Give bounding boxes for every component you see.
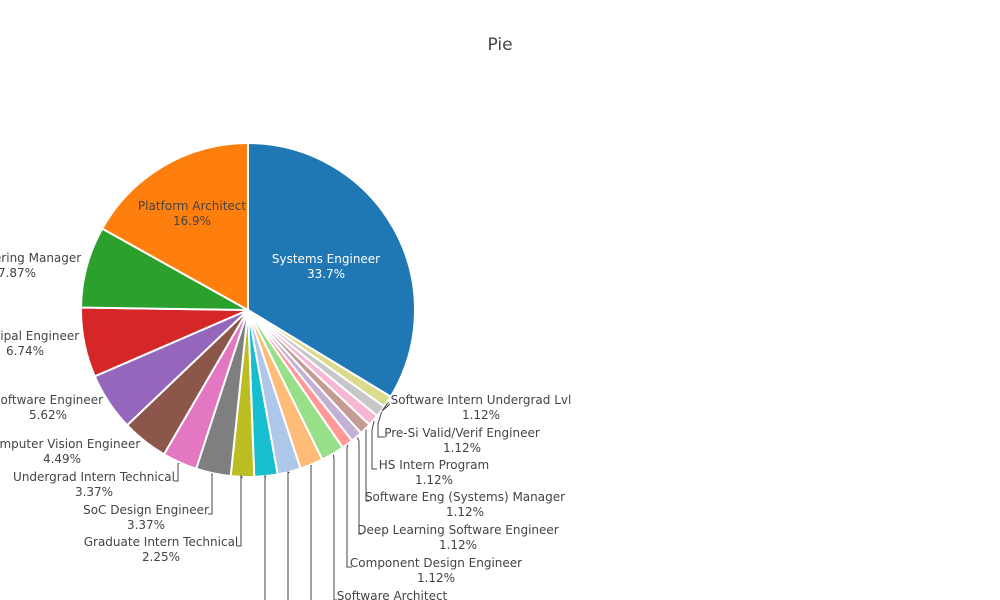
slice-percent-software-engineer-15: 5.62% [29,408,67,422]
slice-label-undergrad-intern-technical-13: Undergrad Intern Technical [13,470,175,484]
leader-line-unlabeled-9 [287,471,290,600]
slice-percent-platform-architect-18: 16.9% [173,214,211,228]
slice-label-soc-design-engineer-12: SoC Design Engineer [83,503,209,517]
slice-percent-pre-si-valid-verif-engineer-2: 1.12% [443,441,481,455]
leader-line-graduate-intern-technical-11 [237,474,243,547]
pie-slices [80,141,416,478]
leader-line-software-intern-undergrad-lvl-1 [381,401,391,412]
slice-percent-hs-intern-program-3: 1.12% [415,473,453,487]
chart-title: Pie [487,35,512,55]
slice-percent-undergrad-intern-technical-13: 3.37% [75,485,113,499]
pie-slice-platform-architect-18 [100,141,249,312]
slice-label-hs-intern-program-3: HS Intern Program [379,458,489,472]
slice-label-deep-learning-software-engineer-5: Deep Learning Software Engineer [357,523,559,537]
slice-label-graduate-intern-technical-11: Graduate Intern Technical [84,535,239,549]
slice-percent-engineering-manager-17: 7.87% [0,266,36,280]
leader-line-component-design-engineer-6 [346,444,352,568]
slice-label-software-eng-systems-manager-4: Software Eng (Systems) Manager [365,490,565,504]
slice-percent-soc-design-engineer-12: 3.37% [127,518,165,532]
slice-percent-systems-engineer-0: 33.7% [307,267,345,281]
slice-label-component-design-engineer-6: Component Design Engineer [350,556,522,570]
slice-percent-component-design-engineer-6: 1.12% [417,571,455,585]
leader-line-pre-si-valid-verif-engineer-2 [377,411,385,438]
slice-label-pre-si-valid-verif-engineer-2: Pre-Si Valid/Verif Engineer [384,426,540,440]
slice-label-systems-engineer-0: Systems Engineer [272,252,380,266]
leader-lines [174,401,391,600]
slice-label-principal-engineer-16: Principal Engineer [0,329,79,343]
slice-percent-deep-learning-software-engineer-5: 1.12% [439,538,477,552]
slice-percent-graduate-intern-technical-11: 2.25% [142,550,180,564]
slice-label-platform-architect-18: Platform Architect [138,199,247,213]
leader-line-software-eng-systems-manager-4 [365,429,369,502]
leader-line-unlabeled-8 [310,464,313,600]
slice-label-software-architect-7: Software Architect [337,589,448,600]
pie-slice-systems-engineer-0 [247,141,416,399]
leader-line-soc-design-engineer-12 [208,473,214,515]
leader-line-unlabeled-10 [264,474,267,600]
slice-label-engineering-manager-17: Engineering Manager [0,251,81,265]
slice-percent-computer-vision-engineer-14: 4.49% [43,452,81,466]
leader-line-hs-intern-program-3 [371,420,377,470]
slice-percent-principal-engineer-16: 6.74% [6,344,44,358]
leader-line-undergrad-intern-technical-13 [174,462,180,482]
slice-percent-software-intern-undergrad-lvl-1: 1.12% [462,408,500,422]
slice-label-software-intern-undergrad-lvl-1: Software Intern Undergrad Lvl [391,393,572,407]
leader-line-software-architect-7 [332,454,337,600]
leader-line-deep-learning-software-engineer-5 [356,437,362,535]
slice-percent-software-eng-systems-manager-4: 1.12% [446,505,484,519]
slice-label-software-engineer-15: Software Engineer [0,393,103,407]
slice-label-computer-vision-engineer-14: Computer Vision Engineer [0,437,140,451]
